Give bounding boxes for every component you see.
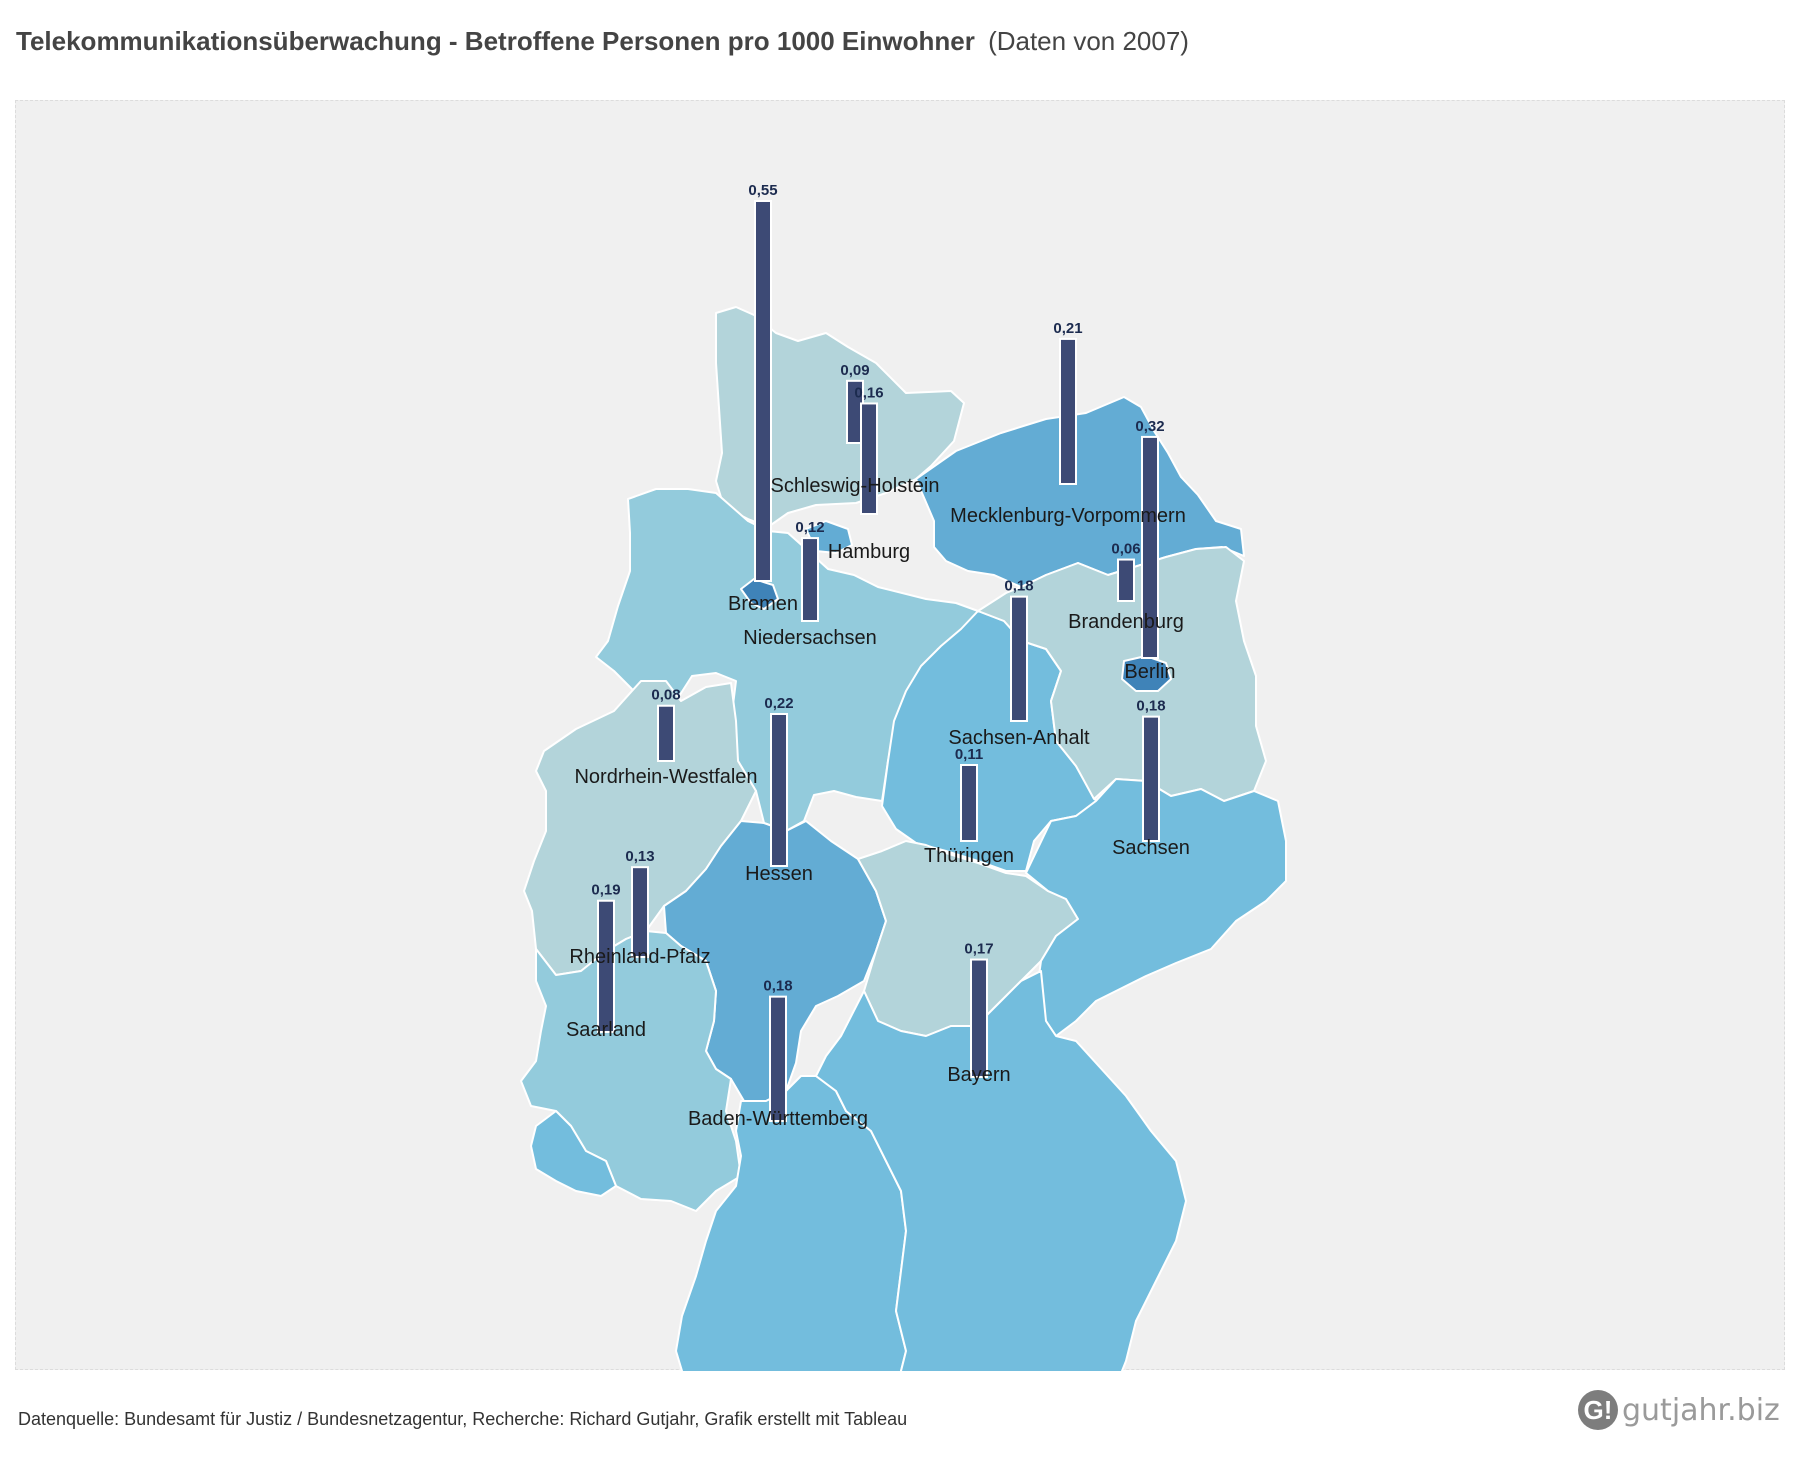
state-label-layer: Schleswig-Holstein Hamburg Mecklenburg-Vor… (566, 475, 1190, 1130)
bar-saarland[interactable] (597, 899, 615, 1034)
state-label-sachsen: Sachsen (1112, 837, 1190, 859)
state-saarland[interactable] (530, 1110, 617, 1197)
logo-text: gutjahr.biz (1622, 1392, 1780, 1428)
state-label-hamburg: Hamburg (828, 541, 910, 563)
bar-sachsen-anhalt[interactable] (1010, 595, 1028, 722)
state-label-niedersachsen: Niedersachsen (743, 627, 876, 649)
value-label-mecklenburg-vorpommern: 0,21 (1053, 320, 1082, 337)
state-label-schleswig-holstein: Schleswig-Holstein (771, 475, 940, 497)
value-label-sachsen: 0,18 (1136, 698, 1165, 715)
map-panel: 0,09 0,16 0,21 0,55 0,12 0,06 0,32 0,18 0,08 0,22… (15, 100, 1785, 1371)
value-label-niedersachsen: 0,12 (795, 519, 824, 536)
state-label-berlin: Berlin (1124, 661, 1175, 683)
value-label-sachsen-anhalt: 0,18 (1004, 578, 1033, 595)
value-label-berlin: 0,32 (1135, 418, 1164, 435)
state-label-thueringen: Thüringen (924, 845, 1014, 867)
state-label-bayern: Bayern (947, 1064, 1010, 1086)
bar-brandenburg[interactable] (1117, 558, 1135, 602)
state-label-brandenburg: Brandenburg (1068, 611, 1184, 633)
value-label-schleswig-holstein: 0,09 (840, 362, 869, 379)
bar-sachsen[interactable] (1142, 715, 1160, 842)
value-label-nordrhein-westfalen: 0,08 (651, 687, 680, 704)
state-label-baden-wuerttemberg: Baden-Württemberg (688, 1108, 868, 1130)
state-label-mecklenburg-vorpommern: Mecklenburg-Vorpommern (950, 505, 1186, 527)
gutjahr-logo: G! gutjahr.biz (1578, 1390, 1780, 1430)
value-label-layer: 0,09 0,16 0,21 0,55 0,12 0,06 0,32 0,18 0,08 0,22… (591, 182, 1165, 995)
logo-mark-icon: G! (1578, 1390, 1618, 1430)
value-label-brandenburg: 0,06 (1111, 541, 1140, 558)
state-shapes (520, 306, 1287, 1371)
chart-title: Telekommunikationsüberwachung - Betroffe… (16, 26, 1189, 57)
bar-hamburg[interactable] (860, 402, 878, 516)
state-label-nordrhein-westfalen: Nordrhein-Westfalen (574, 766, 757, 788)
bar-thueringen[interactable] (960, 764, 978, 842)
bar-layer (597, 200, 1160, 1122)
source-note: Datenquelle: Bundesamt für Justiz / Bund… (18, 1409, 908, 1429)
state-bayern[interactable] (815, 970, 1187, 1371)
state-label-sachsen-anhalt: Sachsen-Anhalt (948, 727, 1090, 749)
state-label-saarland: Saarland (566, 1019, 646, 1041)
title-main: Telekommunikationsüberwachung - Betroffe… (16, 26, 975, 56)
value-label-baden-wuerttemberg: 0,18 (763, 978, 792, 995)
bar-rheinland-pfalz[interactable] (631, 866, 649, 959)
bar-niedersachsen[interactable] (801, 537, 819, 622)
value-label-rheinland-pfalz: 0,13 (625, 848, 654, 865)
value-label-thueringen: 0,11 (955, 746, 983, 763)
state-sachsen[interactable] (1025, 778, 1287, 1037)
bar-berlin[interactable] (1141, 435, 1159, 659)
bar-bremen[interactable] (754, 200, 772, 582)
germany-map: 0,09 0,16 0,21 0,55 0,12 0,06 0,32 0,18 0,08 0,22… (520, 182, 1287, 1371)
state-label-bremen: Bremen (728, 593, 798, 615)
bar-nordrhein-westfalen[interactable] (657, 704, 675, 763)
value-label-saarland: 0,19 (591, 882, 620, 899)
value-label-bremen: 0,55 (748, 182, 777, 199)
bar-baden-wuerttemberg[interactable] (769, 995, 787, 1122)
bar-bayern[interactable] (970, 958, 988, 1079)
value-label-hamburg: 0,16 (854, 384, 883, 401)
state-label-hessen: Hessen (745, 863, 813, 885)
value-label-hessen: 0,22 (764, 695, 793, 712)
bar-mecklenburg-vorpommern[interactable] (1059, 337, 1077, 485)
value-label-bayern: 0,17 (964, 941, 993, 958)
state-label-rheinland-pfalz: Rheinland-Pfalz (569, 946, 710, 968)
bar-hessen[interactable] (770, 713, 788, 867)
title-subtitle: (Daten von 2007) (988, 26, 1189, 56)
